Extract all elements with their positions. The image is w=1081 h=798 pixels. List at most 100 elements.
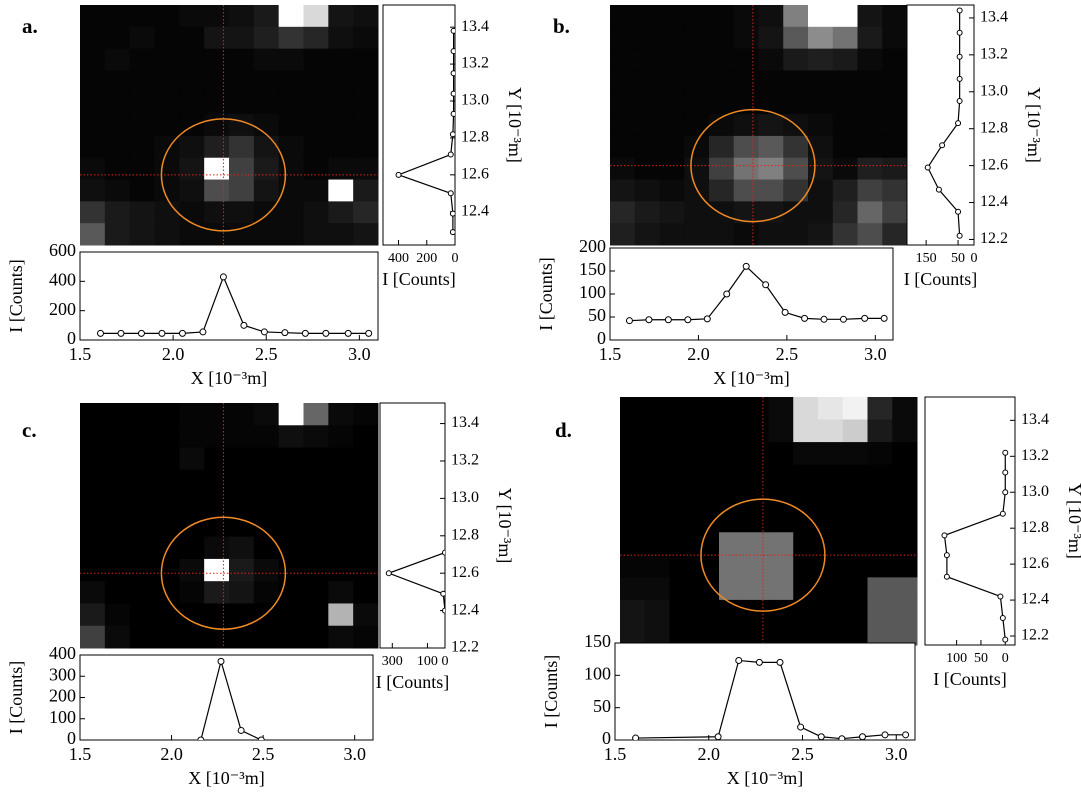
image-cell <box>634 5 660 28</box>
image-cell <box>253 514 280 538</box>
image-cell <box>882 114 908 137</box>
image-cell <box>204 201 230 224</box>
image-cell <box>758 201 784 224</box>
image-cell <box>104 114 131 137</box>
image-cell <box>129 48 155 71</box>
image-cell <box>818 442 844 466</box>
image-cell <box>743 577 769 601</box>
x-tick-label: 3.0 <box>864 344 887 364</box>
image-cell <box>610 114 636 137</box>
y-tick-label: 400 <box>49 269 76 289</box>
image-cell <box>253 469 280 493</box>
image-cell <box>842 509 868 533</box>
image-cell <box>353 5 379 28</box>
x-tick-label: 0 <box>452 251 459 266</box>
y-axis-label: I [Counts] <box>541 655 561 729</box>
image-cell <box>644 397 670 421</box>
panel-label: d. <box>555 418 572 442</box>
image-cell <box>104 625 131 649</box>
profile-point <box>1002 469 1009 476</box>
image-cell <box>832 201 858 224</box>
y-tick-label: 100 <box>49 707 76 727</box>
image-cell <box>669 622 695 646</box>
image-cell <box>733 48 759 71</box>
image-cell <box>808 92 834 115</box>
y-tick-label: 12.4 <box>451 601 479 618</box>
image-cell <box>154 625 180 649</box>
y-tick-label: 0 <box>67 328 76 348</box>
image-cell <box>179 425 205 449</box>
y-profile <box>385 549 445 614</box>
panel-label: c. <box>22 418 37 442</box>
image-cell <box>808 201 834 224</box>
x-axis-label: X [10⁻³m] <box>188 768 264 788</box>
y-tick-label: 13.4 <box>980 9 1008 26</box>
y-tick-label: 400 <box>49 643 76 663</box>
image-cell <box>328 536 354 560</box>
image-cell <box>644 442 670 466</box>
image-cell <box>179 603 205 627</box>
image-cell <box>684 70 710 93</box>
image-cell <box>303 625 329 649</box>
image-cell <box>783 5 809 28</box>
image-cell <box>634 157 660 181</box>
y-tick-label: 12.4 <box>461 202 489 219</box>
image-cell <box>842 464 868 488</box>
profile-point <box>440 590 445 597</box>
image-cell <box>253 492 280 515</box>
image-cell <box>867 487 893 511</box>
y-tick-label: 12.6 <box>461 166 489 183</box>
image-cell <box>80 447 106 471</box>
image-cell <box>842 419 868 443</box>
image-cell <box>867 599 893 623</box>
image-cell <box>659 201 685 224</box>
roi-circle <box>690 108 816 223</box>
image-cell <box>204 26 230 50</box>
image-cell <box>684 92 710 115</box>
image-cell <box>842 599 868 623</box>
image-cell <box>832 70 858 93</box>
image-cell <box>768 599 794 623</box>
x-axis-label: X [10⁻³m] <box>727 768 803 788</box>
image-cell <box>634 48 660 71</box>
image-cell <box>80 92 106 115</box>
image-cell <box>832 223 858 246</box>
image-cell <box>694 532 720 556</box>
image-cell <box>719 419 745 443</box>
image-cell <box>669 397 695 421</box>
image-cell <box>204 179 230 202</box>
image-cell <box>129 581 155 604</box>
image-cell <box>328 114 354 137</box>
image-cell <box>328 70 354 93</box>
roi-circle <box>160 118 287 232</box>
image-cell <box>303 603 329 627</box>
image-cell <box>793 532 819 556</box>
image-cell <box>793 419 819 443</box>
panel-label: a. <box>22 14 38 38</box>
x-profile-frame <box>614 642 916 741</box>
image-cell <box>832 114 858 137</box>
image-cell <box>278 625 304 649</box>
image-cell <box>179 135 205 159</box>
image-cell <box>644 577 670 601</box>
image-cell <box>857 26 883 50</box>
image-cell <box>129 403 155 426</box>
image-cell <box>610 135 636 159</box>
image-cell <box>353 469 379 493</box>
image-cell <box>80 114 106 137</box>
image-cell <box>80 514 106 538</box>
image-cell <box>353 179 379 202</box>
image-cell <box>768 419 794 443</box>
image-cell <box>353 26 379 50</box>
image-cell <box>733 157 759 181</box>
image-cell <box>783 223 809 246</box>
profile-point <box>997 593 1004 600</box>
image-cell <box>229 425 255 449</box>
image-cell <box>733 114 759 137</box>
image-cell <box>278 26 304 50</box>
image-cell <box>634 179 660 202</box>
image-cell <box>808 5 834 28</box>
profile-line <box>943 452 1006 640</box>
image-cell <box>104 157 131 181</box>
image-cell <box>278 447 304 471</box>
